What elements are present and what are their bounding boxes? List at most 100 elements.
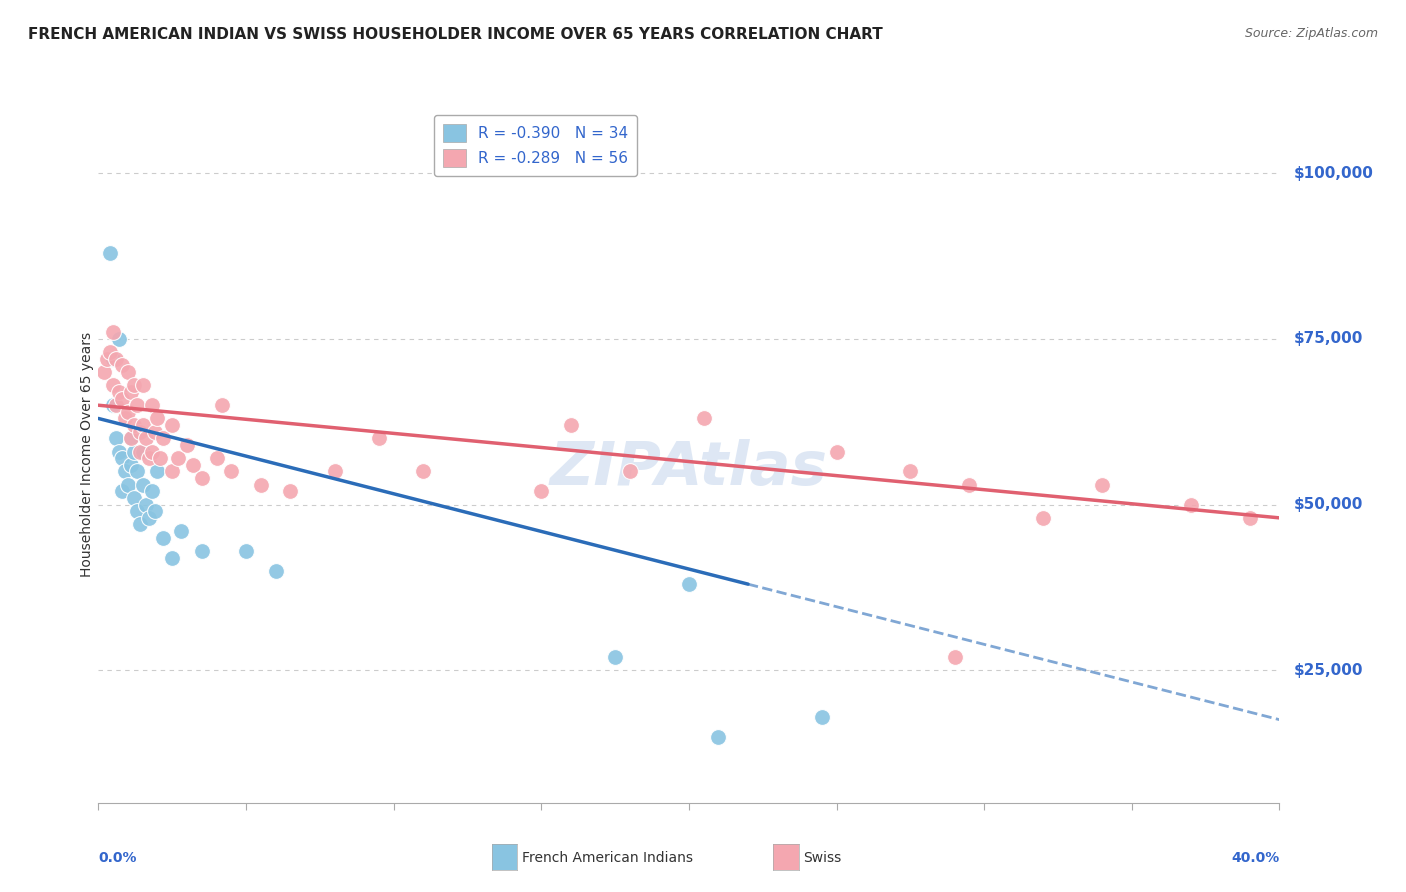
Point (264, 564, 287, 578)
Point (125, 504, 148, 518)
Point (103, 351, 125, 366)
Point (1032, 511, 1054, 525)
Point (96, 351, 118, 366)
Point (162, 465, 183, 479)
Point (103, 326, 125, 340)
Point (122, 418, 145, 433)
Point (162, 418, 183, 433)
Point (825, 444, 848, 458)
Point (105, 351, 128, 366)
Point (111, 359, 134, 373)
Point (117, 405, 139, 419)
Point (122, 378, 145, 392)
Point (122, 444, 145, 458)
Point (103, 398, 125, 412)
Point (128, 425, 150, 439)
Point (368, 431, 391, 445)
Point (105, 431, 128, 445)
Point (141, 444, 163, 458)
Point (152, 531, 174, 545)
Point (707, 730, 730, 744)
Point (605, 650, 627, 665)
Point (810, 709, 832, 723)
Point (120, 458, 142, 472)
Point (278, 484, 302, 499)
Point (167, 451, 190, 466)
Point (111, 484, 134, 499)
Point (128, 444, 150, 458)
Point (120, 431, 142, 445)
Text: $25,000: $25,000 (1294, 663, 1362, 678)
Point (120, 431, 142, 445)
Point (1180, 498, 1202, 512)
Point (162, 550, 183, 565)
Point (128, 517, 150, 532)
Point (98, 245, 121, 260)
Point (170, 524, 193, 538)
Text: French American Indians: French American Indians (522, 851, 693, 865)
Text: ZIPAtlas: ZIPAtlas (550, 440, 828, 499)
Point (120, 384, 142, 399)
Point (191, 544, 214, 558)
Point (235, 544, 257, 558)
Point (143, 504, 166, 518)
Point (114, 465, 136, 479)
Point (132, 444, 155, 458)
Point (135, 498, 157, 512)
Point (530, 484, 553, 499)
Y-axis label: Householder Income Over 65 years: Householder Income Over 65 years (80, 333, 94, 577)
Point (176, 438, 198, 452)
Text: Swiss: Swiss (803, 851, 841, 865)
Point (1091, 477, 1114, 491)
Text: $50,000: $50,000 (1294, 497, 1362, 512)
Legend: R = -0.390   N = 34, R = -0.289   N = 56: R = -0.390 N = 34, R = -0.289 N = 56 (433, 115, 637, 177)
Text: 0.0%: 0.0% (98, 851, 136, 865)
Point (132, 378, 155, 392)
Point (117, 365, 139, 379)
Point (93, 365, 115, 379)
Point (1239, 511, 1261, 525)
Point (103, 378, 125, 392)
Point (132, 477, 155, 491)
Point (560, 418, 582, 433)
Point (138, 511, 160, 525)
Point (191, 471, 214, 485)
Point (105, 398, 128, 412)
Point (98, 345, 121, 359)
Text: $100,000: $100,000 (1294, 166, 1374, 181)
Point (111, 451, 134, 466)
Point (122, 491, 145, 505)
Text: $75,000: $75,000 (1294, 332, 1362, 346)
Point (146, 411, 169, 425)
Point (125, 465, 148, 479)
Point (181, 458, 204, 472)
Point (152, 431, 174, 445)
Point (943, 650, 966, 665)
Point (250, 477, 273, 491)
Point (619, 465, 641, 479)
Point (125, 398, 148, 412)
Point (108, 384, 131, 399)
Point (111, 392, 134, 406)
Point (117, 477, 139, 491)
Point (211, 398, 233, 412)
Point (108, 332, 131, 346)
Point (219, 465, 242, 479)
Point (959, 477, 981, 491)
Point (900, 465, 922, 479)
Point (412, 465, 434, 479)
Point (143, 425, 166, 439)
Point (146, 465, 169, 479)
Point (108, 444, 131, 458)
Text: 40.0%: 40.0% (1232, 851, 1279, 865)
Text: FRENCH AMERICAN INDIAN VS SWISS HOUSEHOLDER INCOME OVER 65 YEARS CORRELATION CHA: FRENCH AMERICAN INDIAN VS SWISS HOUSEHOL… (28, 27, 883, 42)
Text: Source: ZipAtlas.com: Source: ZipAtlas.com (1244, 27, 1378, 40)
Point (132, 418, 155, 433)
Point (149, 451, 172, 466)
Point (114, 411, 136, 425)
Point (678, 577, 700, 591)
Point (205, 451, 228, 466)
Point (141, 398, 163, 412)
Point (135, 431, 157, 445)
Point (141, 484, 163, 499)
